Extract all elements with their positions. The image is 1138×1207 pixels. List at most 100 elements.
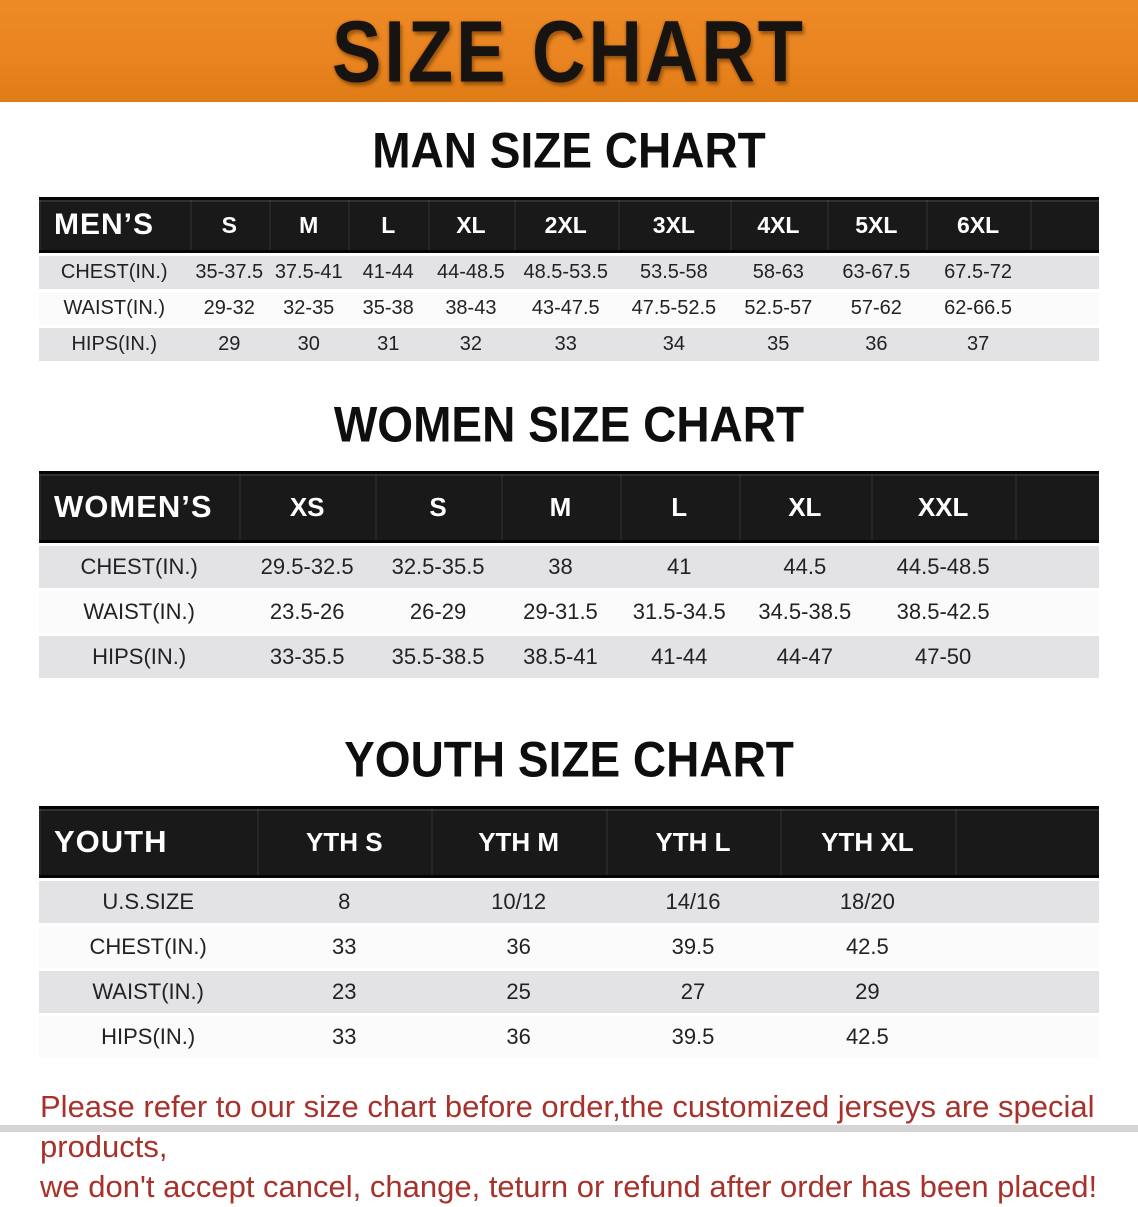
men-col-header-s: S bbox=[189, 197, 269, 253]
cell: 39.5 bbox=[606, 926, 780, 968]
men-chest-row: CHEST(IN.) 35-37.5 37.5-41 41-44 44-48.5… bbox=[39, 256, 1099, 289]
cell: 53.5-58 bbox=[617, 256, 731, 289]
men-heading-text: MAN SIZE CHART bbox=[372, 121, 766, 179]
cell: 44.5-48.5 bbox=[871, 546, 1016, 588]
men-col-header-m: M bbox=[269, 197, 349, 253]
youth-waist-row: WAIST(IN.) 23 25 27 29 bbox=[39, 971, 1099, 1013]
men-col-header-3xl: 3XL bbox=[617, 197, 731, 253]
cell: 32 bbox=[427, 328, 514, 361]
cell: 35-38 bbox=[348, 292, 428, 325]
women-col-header-xs: XS bbox=[239, 471, 375, 543]
cell-filler bbox=[954, 971, 1099, 1013]
women-section: WOMEN SIZE CHART WOMEN’S XS S M L XL XXL bbox=[0, 395, 1138, 681]
youth-hips-row: HIPS(IN.) 33 36 39.5 42.5 bbox=[39, 1016, 1099, 1058]
cell: 36 bbox=[826, 328, 927, 361]
row-label: HIPS(IN.) bbox=[39, 328, 190, 361]
cell: 67.5-72 bbox=[926, 256, 1031, 289]
cell: 34.5-38.5 bbox=[738, 591, 872, 633]
cell: 30 bbox=[269, 328, 349, 361]
row-label: WAIST(IN.) bbox=[39, 971, 258, 1013]
youth-corner-label: YOUTH bbox=[39, 806, 258, 878]
footer-notice: Please refer to our size chart before or… bbox=[40, 1087, 1100, 1207]
cell: 41 bbox=[619, 546, 739, 588]
cell: 42.5 bbox=[779, 926, 955, 968]
youth-col-header-xl: YTH XL bbox=[779, 806, 955, 878]
row-label: CHEST(IN.) bbox=[39, 256, 190, 289]
youth-heading: YOUTH SIZE CHART bbox=[0, 731, 1138, 787]
cell: 38.5-42.5 bbox=[871, 591, 1016, 633]
cell: 29-31.5 bbox=[501, 591, 620, 633]
women-heading-text: WOMEN SIZE CHART bbox=[333, 395, 805, 453]
women-col-header-xxl: XXL bbox=[871, 471, 1016, 543]
youth-chest-row: CHEST(IN.) 33 36 39.5 42.5 bbox=[39, 926, 1099, 968]
cell: 41-44 bbox=[348, 256, 428, 289]
youth-section: YOUTH SIZE CHART YOUTH YTH S YTH M YTH L… bbox=[0, 731, 1138, 1061]
cell: 57-62 bbox=[826, 292, 927, 325]
cell-filler bbox=[954, 881, 1099, 923]
women-col-header-m: M bbox=[501, 471, 620, 543]
cell: 33 bbox=[257, 926, 432, 968]
cell: 47-50 bbox=[871, 636, 1016, 678]
youth-header-row: YOUTH YTH S YTH M YTH L YTH XL bbox=[39, 806, 1099, 878]
women-chest-row: CHEST(IN.) 29.5-32.5 32.5-35.5 38 41 44.… bbox=[39, 546, 1099, 588]
men-col-header-2xl: 2XL bbox=[513, 197, 618, 253]
women-heading: WOMEN SIZE CHART bbox=[0, 395, 1138, 453]
cell-filler bbox=[954, 926, 1099, 968]
cell: 29 bbox=[189, 328, 269, 361]
men-col-header-l: L bbox=[348, 197, 428, 253]
cell: 44-47 bbox=[738, 636, 872, 678]
cell: 32.5-35.5 bbox=[375, 546, 502, 588]
banner-title: SIZE CHART bbox=[332, 2, 806, 100]
men-heading: MAN SIZE CHART bbox=[0, 121, 1138, 179]
cell: 25 bbox=[431, 971, 607, 1013]
women-col-header-s: S bbox=[375, 471, 502, 543]
row-label: CHEST(IN.) bbox=[39, 926, 258, 968]
youth-col-header-m: YTH M bbox=[431, 806, 607, 878]
women-col-header-l: L bbox=[619, 471, 739, 543]
cell: 38 bbox=[501, 546, 620, 588]
cell: 44-48.5 bbox=[427, 256, 514, 289]
cell-filler bbox=[1015, 546, 1099, 588]
women-header-row: WOMEN’S XS S M L XL XXL bbox=[39, 471, 1099, 543]
cell: 39.5 bbox=[606, 1016, 780, 1058]
cell: 33 bbox=[257, 1016, 432, 1058]
cell: 44.5 bbox=[738, 546, 872, 588]
women-col-header-xl: XL bbox=[738, 471, 872, 543]
cell: 8 bbox=[257, 881, 432, 923]
cell: 31.5-34.5 bbox=[619, 591, 739, 633]
men-header-filler bbox=[1030, 197, 1099, 253]
men-col-header-4xl: 4XL bbox=[730, 197, 827, 253]
cell: 36 bbox=[431, 926, 607, 968]
cell: 37.5-41 bbox=[269, 256, 349, 289]
cell: 23 bbox=[257, 971, 432, 1013]
cell: 35 bbox=[730, 328, 827, 361]
cell: 29.5-32.5 bbox=[239, 546, 375, 588]
men-col-header-5xl: 5XL bbox=[826, 197, 927, 253]
cell: 26-29 bbox=[375, 591, 502, 633]
youth-header-filler bbox=[954, 806, 1099, 878]
row-label: HIPS(IN.) bbox=[39, 636, 240, 678]
cell: 47.5-52.5 bbox=[617, 292, 731, 325]
cell: 36 bbox=[431, 1016, 607, 1058]
youth-ussize-row: U.S.SIZE 8 10/12 14/16 18/20 bbox=[39, 881, 1099, 923]
cell: 18/20 bbox=[779, 881, 955, 923]
cell: 37 bbox=[926, 328, 1031, 361]
men-corner-label: MEN’S bbox=[39, 197, 190, 253]
women-header-filler bbox=[1015, 471, 1099, 543]
cell: 35-37.5 bbox=[189, 256, 269, 289]
cell: 32-35 bbox=[269, 292, 349, 325]
cell-filler bbox=[1030, 256, 1099, 289]
cell: 33 bbox=[513, 328, 618, 361]
row-label: WAIST(IN.) bbox=[39, 292, 190, 325]
cell: 38.5-41 bbox=[501, 636, 620, 678]
youth-col-header-s: YTH S bbox=[257, 806, 432, 878]
row-label: U.S.SIZE bbox=[39, 881, 258, 923]
cell: 34 bbox=[617, 328, 731, 361]
cell: 38-43 bbox=[427, 292, 514, 325]
cell: 14/16 bbox=[606, 881, 780, 923]
cell-filler bbox=[1015, 591, 1099, 633]
men-size-table: MEN’S S M L XL 2XL 3XL 4XL 5XL 6XL CHEST… bbox=[39, 194, 1099, 364]
row-label: CHEST(IN.) bbox=[39, 546, 240, 588]
cell: 31 bbox=[348, 328, 428, 361]
